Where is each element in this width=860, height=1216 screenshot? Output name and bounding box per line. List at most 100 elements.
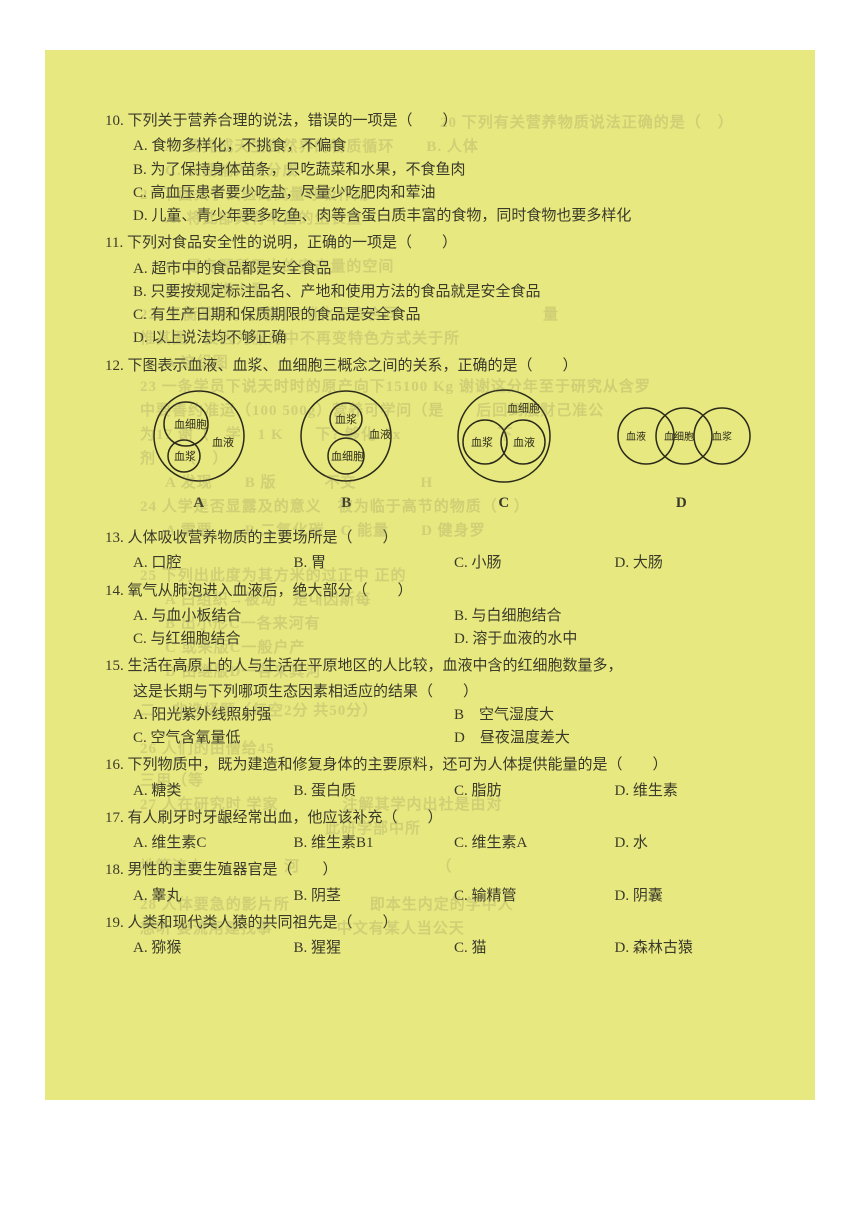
label-blood: 血液 [626,430,646,443]
question-17: 17. 有人刷牙时牙龈经常出血，他应该补充（ ） A. 维生素C B. 维生素B… [105,807,775,856]
question-text: 下列关于营养合理的说法，错误的一项是（ ） [128,113,458,129]
question-text: 下图表示血液、血浆、血细胞三概念之间的关系，正确的是（ ） [128,358,578,374]
question-number: 10. [105,113,124,129]
question-stem: 12. 下图表示血液、血浆、血细胞三概念之间的关系，正确的是（ ） [105,355,775,378]
option-d: D. 阴囊 [615,885,776,908]
diagram-label: D [606,492,756,515]
diagram-label: C [439,492,569,515]
question-stem: 15. 生活在高原上的人与生活在平原地区的人比较，血液中含的红细胞数量多， [105,655,775,678]
question-15: 15. 生活在高原上的人与生活在平原地区的人比较，血液中含的红细胞数量多， 这是… [105,655,775,750]
question-stem: 17. 有人刷牙时牙龈经常出血，他应该补充（ ） [105,807,775,830]
question-stem: 11. 下列对食品安全性的说明，正确的一项是（ ） [105,232,775,255]
option-c: C. 空气含氧量低 [133,727,454,750]
label-plasma: 血浆 [335,412,357,426]
option-b: B. 蛋白质 [294,780,455,803]
options-row: A. 维生素C B. 维生素B1 C. 维生素A D. 水 [105,832,775,855]
options-row: C. 空气含氧量低 D 昼夜温度差大 [133,727,775,750]
label-cells: 血细胞 [507,401,540,415]
option-c: C. 小肠 [454,552,615,575]
options-row: A. 与血小板结合 B. 与白细胞结合 [133,605,775,628]
question-number: 13. [105,530,124,546]
question-10: 10. 下列关于营养合理的说法，错误的一项是（ ） A. 食物多样化，不挑食，不… [105,110,775,228]
option-b: B. 猩猩 [294,937,455,960]
question-stem: 19. 人类和现代类人猿的共同祖先是（ ） [105,912,775,935]
option-c: C. 输精管 [454,885,615,908]
option-d: D 昼夜温度差大 [454,727,775,750]
option-a: A. 睾丸 [133,885,294,908]
label-blood: 血液 [212,435,234,449]
question-stem: 18. 男性的主要生殖器官是（ ） [105,859,775,882]
option-b: B. 与白细胞结合 [454,605,775,628]
question-13: 13. 人体吸收营养物质的主要场所是（ ） A. 口腔 B. 胃 C. 小肠 D… [105,527,775,576]
question-text: 氧气从肺泡进入血液后，绝大部分（ ） [128,583,413,599]
scanned-page: 20 下列有关营养物质说法正确的是（ ）A. 要完成天生自然界的物质循环 B. … [45,50,815,1100]
option-a: A. 口腔 [133,552,294,575]
label-blood: 血液 [369,427,391,441]
option-d: D. 以上说法均不够正确 [133,327,775,350]
option-c: C. 有生产日期和保质期限的食品是安全食品 [133,304,775,327]
option-d: D. 大肠 [615,552,776,575]
question-text: 生活在高原上的人与生活在平原地区的人比较，血液中含的红细胞数量多， [128,658,623,674]
options-row: A. 睾丸 B. 阴茎 C. 输精管 D. 阴囊 [105,885,775,908]
question-19: 19. 人类和现代类人猿的共同祖先是（ ） A. 猕猴 B. 猩猩 C. 猫 D… [105,912,775,961]
option-c: C. 脂肪 [454,780,615,803]
question-number: 14. [105,583,124,599]
options-row: A. 阳光紫外线照射强 B 空气湿度大 [133,704,775,727]
option-d: D. 儿童、青少年要多吃鱼、肉等含蛋白质丰富的食物，同时食物也要多样化 [133,205,775,228]
option-b: B. 胃 [294,552,455,575]
options-block: A. 与血小板结合 B. 与白细胞结合 C. 与红细胞结合 D. 溶于血液的水中 [105,605,775,652]
option-a: A. 阳光紫外线照射强 [133,704,454,727]
label-cells: 血细胞 [331,449,364,463]
option-c: C. 猫 [454,937,615,960]
diagram-row: 血细胞 血浆 血液 A 血浆 血细胞 血液 B [125,386,775,515]
option-b: B. 只要按规定标注品名、产地和使用方法的食品就是安全食品 [133,281,775,304]
question-text: 人类和现代类人猿的共同祖先是（ ） [128,915,398,931]
question-number: 19. [105,915,124,931]
venn-diagram-a-svg: 血细胞 血浆 血液 [144,386,254,486]
option-d: D. 维生素 [615,780,776,803]
option-b: B. 维生素B1 [294,832,455,855]
option-c: C. 维生素A [454,832,615,855]
question-14: 14. 氧气从肺泡进入血液后，绝大部分（ ） A. 与血小板结合 B. 与白细胞… [105,580,775,652]
question-12: 12. 下图表示血液、血浆、血细胞三概念之间的关系，正确的是（ ） 血细胞 血浆… [105,355,775,516]
question-stem: 13. 人体吸收营养物质的主要场所是（ ） [105,527,775,550]
options-block: A. 超市中的食品都是安全食品 B. 只要按规定标注品名、产地和使用方法的食品就… [105,258,775,351]
option-b: B 空气湿度大 [454,704,775,727]
options-block: A. 食物多样化，不挑食，不偏食 B. 为了保持身体苗条，只吃蔬菜和水果，不食鱼… [105,135,775,228]
diagram-d: 血液 血细胞 血浆 D [606,386,756,515]
option-d: D. 水 [615,832,776,855]
question-text: 男性的主要生殖器官是（ ） [128,862,338,878]
question-text: 下列物质中，既为建造和修复身体的主要原料，还可为人体提供能量的是（ ） [128,757,668,773]
option-d: D. 森林古猿 [615,937,776,960]
diagram-label: A [144,492,254,515]
option-b: B. 为了保持身体苗条，只吃蔬菜和水果，不食鱼肉 [133,159,775,182]
question-text: 有人刷牙时牙龈经常出血，他应该补充（ ） [128,810,443,826]
question-number: 15. [105,658,124,674]
venn-diagram-c-svg: 血细胞 血浆 血液 [439,386,569,486]
question-number: 17. [105,810,124,826]
question-number: 16. [105,757,124,773]
question-18: 18. 男性的主要生殖器官是（ ） A. 睾丸 B. 阴茎 C. 输精管 D. … [105,859,775,908]
question-16: 16. 下列物质中，既为建造和修复身体的主要原料，还可为人体提供能量的是（ ） … [105,754,775,803]
venn-diagram-b-svg: 血浆 血细胞 血液 [291,386,401,486]
options-row: A. 猕猴 B. 猩猩 C. 猫 D. 森林古猿 [105,937,775,960]
question-stem: 10. 下列关于营养合理的说法，错误的一项是（ ） [105,110,775,133]
label-plasma: 血浆 [471,435,493,449]
option-a: A. 超市中的食品都是安全食品 [133,258,775,281]
diagram-label: B [291,492,401,515]
label-cells: 血细胞 [174,417,207,431]
question-stem: 14. 氧气从肺泡进入血液后，绝大部分（ ） [105,580,775,603]
question-stem-line2: 这是长期与下列哪项生态因素相适应的结果（ ） [105,681,775,704]
question-number: 11. [105,235,123,251]
options-row: C. 与红细胞结合 D. 溶于血液的水中 [133,628,775,651]
option-a: A. 食物多样化，不挑食，不偏食 [133,135,775,158]
question-text: 下列对食品安全性的说明，正确的一项是（ ） [127,235,457,251]
question-stem: 16. 下列物质中，既为建造和修复身体的主要原料，还可为人体提供能量的是（ ） [105,754,775,777]
diagram-c: 血细胞 血浆 血液 C [439,386,569,515]
question-number: 18. [105,862,124,878]
option-b: B. 阴茎 [294,885,455,908]
option-a: A. 猕猴 [133,937,294,960]
diagram-a: 血细胞 血浆 血液 A [144,386,254,515]
option-d: D. 溶于血液的水中 [454,628,775,651]
options-row: A. 糖类 B. 蛋白质 C. 脂肪 D. 维生素 [105,780,775,803]
